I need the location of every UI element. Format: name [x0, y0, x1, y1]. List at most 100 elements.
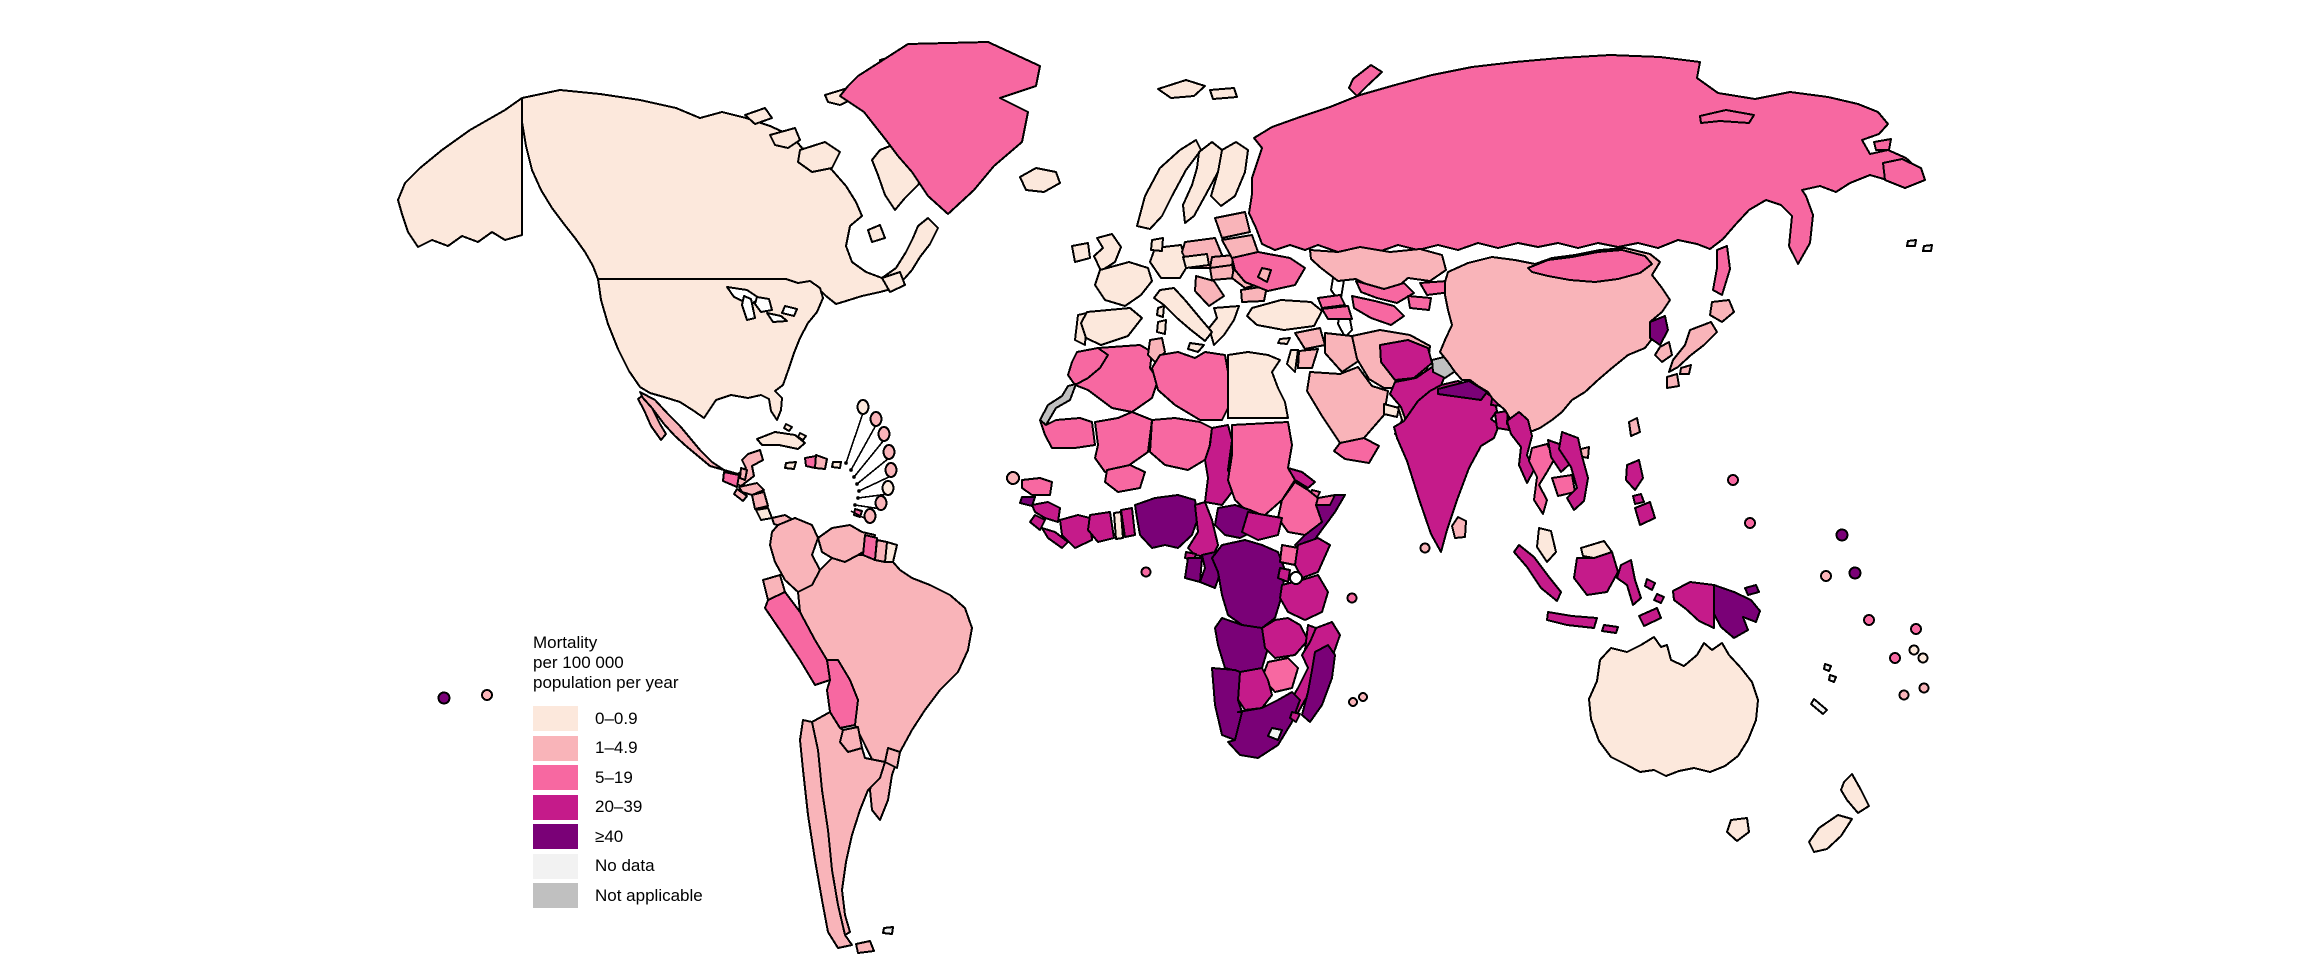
legend-row: No data [533, 853, 703, 879]
country-svalbard-east [1209, 87, 1238, 100]
country-antilles-oval-5 [884, 462, 898, 478]
country-new-siberian-islands [1699, 109, 1755, 124]
country-iceland [1019, 167, 1061, 193]
country-finland [1210, 141, 1249, 207]
country-armenia-azerbaijan [1321, 305, 1353, 320]
country-sri-lanka [1451, 516, 1467, 539]
country-antilles-oval-8 [863, 508, 877, 524]
country-burkina-faso [1104, 464, 1146, 493]
legend-class-label: 0–0.9 [595, 708, 638, 728]
country-south-africa [1227, 691, 1301, 759]
country-czechia [1182, 253, 1210, 269]
country-papua-new-guinea [1713, 584, 1761, 639]
country-bolivia [826, 659, 859, 729]
country-ireland [1071, 242, 1091, 263]
country-cyprus [1277, 337, 1291, 345]
country-sulawesi [1616, 559, 1642, 606]
country-mexico [639, 391, 764, 487]
country-vanuatu-2 [1828, 674, 1837, 683]
legend-swatch [533, 824, 578, 849]
country-tierra-del-fuego [855, 940, 875, 954]
country-guinea [1031, 501, 1061, 523]
country-south-korea [1654, 341, 1673, 363]
country-north-korea [1649, 315, 1669, 346]
country-solomon-islands-1 [1835, 528, 1849, 542]
legend-swatch [533, 735, 578, 761]
legend-class-label: 5–19 [595, 767, 633, 787]
country-gabon [1184, 557, 1203, 583]
country-arctic-parry [769, 127, 801, 149]
legend-class-label: 1–4.9 [595, 738, 638, 757]
country-new-caledonia [1810, 698, 1828, 715]
legend-swatch [533, 853, 578, 879]
country-tonga [1898, 689, 1910, 701]
legend-swatch [533, 794, 578, 820]
country-java [1546, 611, 1598, 629]
country-timor [1638, 607, 1662, 627]
legend-row: 0–0.9 [533, 706, 703, 731]
country-antilles-oval-4 [882, 444, 896, 460]
country-cuba [756, 431, 806, 450]
country-turkey [1246, 299, 1323, 331]
lake-michigan [741, 295, 756, 321]
country-greece [1208, 305, 1240, 346]
legend-class-label: No data [595, 856, 655, 875]
country-pacific-island-west-2 [481, 689, 493, 701]
country-el-salvador [733, 488, 748, 502]
country-cote-divoire [1059, 514, 1093, 549]
legend-title-line-2: per 100 000 [533, 653, 624, 672]
country-chukotka [1882, 158, 1926, 189]
country-japan-hokkaido [1709, 299, 1735, 323]
country-niger [1149, 417, 1213, 471]
country-senegal [1021, 477, 1053, 496]
country-balkans [1194, 275, 1225, 307]
country-mongolia [1527, 249, 1653, 283]
country-benin [1120, 507, 1136, 538]
country-chile [799, 719, 853, 949]
country-nauru [1863, 614, 1875, 626]
country-arctic-victoria [797, 141, 841, 173]
country-turkmenistan [1351, 295, 1405, 326]
country-samoa-2 [1917, 652, 1929, 664]
country-sakhalin [1712, 245, 1731, 296]
country-russia [1248, 54, 1920, 265]
country-chad [1204, 424, 1236, 506]
country-costa-rica [755, 507, 773, 521]
country-arctic-banks [744, 107, 773, 125]
legend-swatch [533, 883, 578, 908]
country-borneo-indonesia [1573, 551, 1619, 596]
country-mauritius [1358, 692, 1368, 702]
country-arctic-southampton [867, 224, 886, 243]
country-antilles-oval-7 [874, 495, 888, 511]
legend-title-line-1: Mortality [533, 633, 598, 652]
legend: Mortality per 100 000 population per yea… [533, 633, 703, 913]
country-fiji [1889, 652, 1901, 664]
country-eritrea [1287, 467, 1316, 489]
country-mali [1094, 411, 1153, 473]
country-malaysia-peninsular [1536, 527, 1557, 563]
legend-classes: 0–0.9 1–4.9 5–19 20–39 ≥40 No data Not a… [533, 706, 703, 908]
country-sardinia [1156, 319, 1167, 335]
legend-row: Not applicable [533, 883, 703, 908]
country-bahamas-2 [797, 432, 807, 441]
country-newfoundland [881, 271, 906, 293]
country-kazakhstan [1309, 246, 1447, 291]
country-samoa-1 [1908, 644, 1920, 656]
country-jordan [1297, 348, 1319, 369]
country-tanzania [1279, 574, 1329, 621]
country-yemen [1333, 437, 1380, 464]
country-puerto-rico [831, 461, 842, 469]
country-papua-indonesia [1672, 581, 1715, 629]
country-aleutian-1 [1906, 239, 1917, 247]
country-new-zealand-south [1808, 814, 1853, 853]
country-new-zealand-north [1840, 773, 1870, 814]
country-niue [1918, 682, 1930, 694]
legend-row: 20–39 [533, 794, 703, 820]
country-aleutian-2 [1922, 244, 1933, 252]
country-antilles-oval-1 [856, 399, 870, 415]
lake-ontario [781, 305, 798, 317]
country-taiwan [1628, 417, 1641, 437]
country-zambia [1261, 617, 1309, 659]
country-antilles-oval-3 [877, 426, 891, 442]
